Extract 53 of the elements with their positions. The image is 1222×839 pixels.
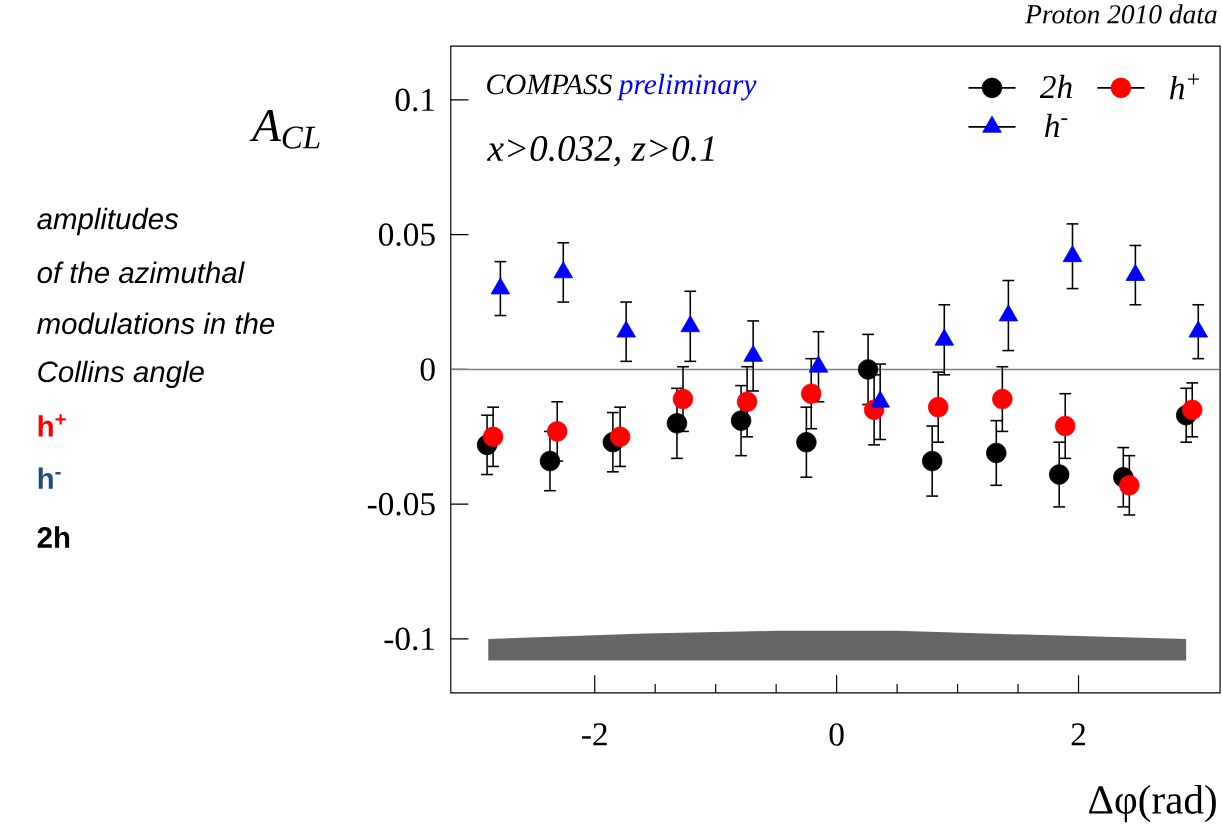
- point: [1182, 399, 1203, 421]
- legend-label: 2h: [1039, 74, 1072, 99]
- point: [921, 450, 943, 472]
- point: [482, 426, 504, 448]
- text: 2h: [37, 526, 70, 548]
- x-tick-label: 2: [1071, 723, 1086, 746]
- point: [857, 359, 879, 380]
- point: [801, 383, 822, 404]
- point: [986, 442, 1007, 464]
- point: [736, 391, 758, 413]
- annotation: x>0.032, z>0.1: [486, 136, 714, 167]
- text: Proton 2010 data: [1024, 4, 1217, 24]
- point: [808, 355, 829, 373]
- point: [666, 413, 688, 434]
- point: [743, 344, 763, 362]
- x-axis-title: Δφ(rad): [1089, 784, 1216, 823]
- y-tick-label: 0: [420, 358, 435, 381]
- point: [547, 421, 568, 442]
- point: [553, 261, 573, 279]
- point: [490, 277, 511, 295]
- y-tick-label: -0.1: [384, 627, 435, 651]
- point: [1125, 264, 1146, 281]
- text: modulations in the: [37, 312, 275, 335]
- point: [992, 388, 1013, 410]
- point: [1062, 245, 1083, 263]
- point: [1188, 320, 1208, 338]
- text: h$^{+}$: [38, 414, 66, 437]
- point: [1055, 415, 1076, 437]
- point: [1048, 464, 1070, 485]
- point: [730, 410, 752, 431]
- point: [609, 426, 631, 448]
- point: [796, 432, 817, 453]
- legend-label: h$^{+}$: [1169, 73, 1199, 100]
- y-tick-label: 0.05: [378, 223, 435, 247]
- point: [998, 304, 1019, 322]
- legend-label: h$^{-}$: [1044, 113, 1068, 138]
- annotation: preliminary: [617, 73, 757, 101]
- text: Collins angle: [38, 360, 204, 389]
- point: [1119, 475, 1140, 496]
- point: [616, 320, 636, 338]
- x-tick-label: -2: [582, 723, 607, 746]
- text: amplitudes: [37, 207, 179, 236]
- y-tick-label: 0.1: [395, 88, 435, 112]
- x-tick-label: 0: [829, 723, 844, 746]
- point: [672, 388, 694, 410]
- y-axis-title: A$_{CL}$: [249, 110, 320, 149]
- point: [928, 397, 949, 418]
- y-tick-label: -0.05: [367, 492, 435, 516]
- annotation: COMPASS: [487, 74, 612, 95]
- text: of the azimuthal: [37, 261, 245, 284]
- point: [934, 328, 954, 346]
- text: h$^{-}$: [38, 467, 61, 489]
- point: [680, 315, 700, 333]
